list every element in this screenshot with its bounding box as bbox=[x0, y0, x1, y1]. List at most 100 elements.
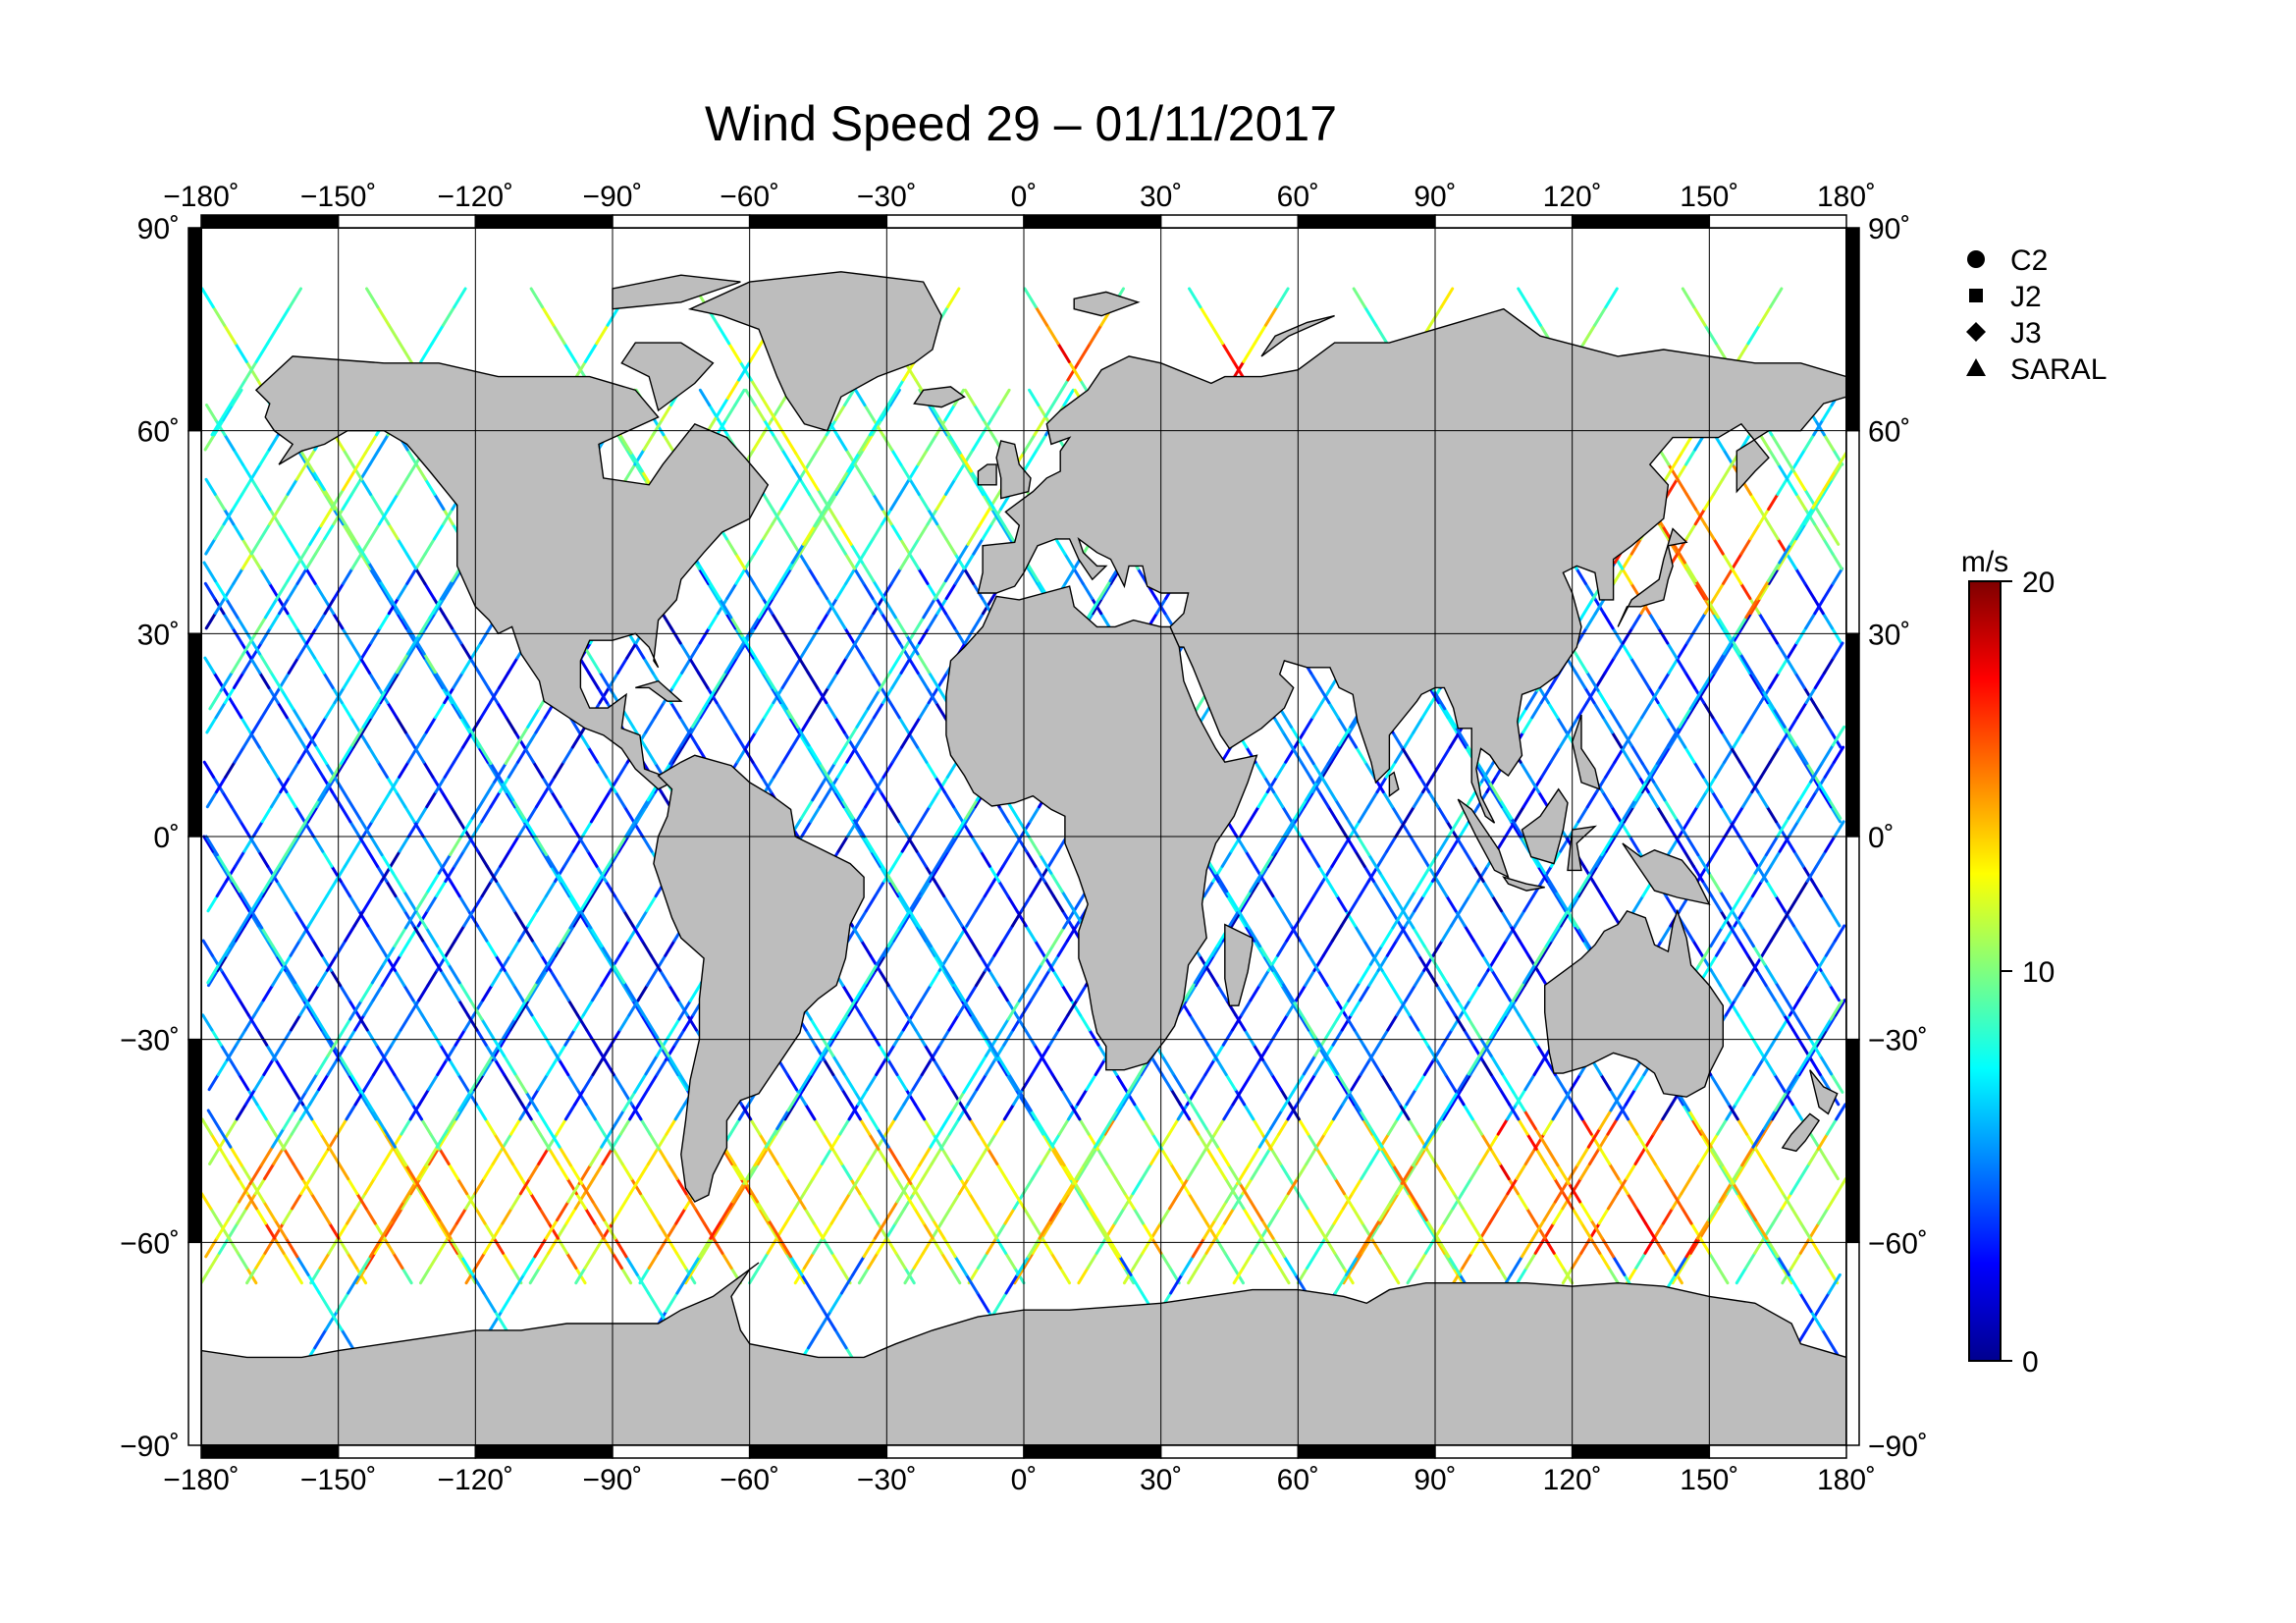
track-segment bbox=[947, 433, 962, 455]
land-japan bbox=[1617, 527, 1688, 627]
track-segment bbox=[756, 1147, 769, 1165]
track-segment bbox=[567, 820, 581, 839]
track-segment bbox=[1211, 864, 1224, 883]
track-segment bbox=[558, 1145, 572, 1167]
track-segment bbox=[1114, 1072, 1128, 1092]
track-segment bbox=[289, 939, 301, 957]
track-segment bbox=[1820, 1327, 1836, 1350]
track-segment bbox=[1391, 730, 1404, 749]
land-great-britain bbox=[995, 440, 1032, 500]
track-segment bbox=[804, 1103, 817, 1121]
track-segment bbox=[1259, 853, 1275, 875]
track-segment bbox=[202, 760, 215, 779]
track-segment bbox=[965, 909, 978, 928]
track-segment bbox=[1724, 924, 1736, 943]
track-segment bbox=[898, 537, 912, 556]
track-segment bbox=[1761, 1043, 1774, 1061]
track-segment bbox=[1025, 849, 1038, 868]
track-segment bbox=[573, 1088, 586, 1107]
track-segment bbox=[1821, 716, 1834, 734]
track-segment bbox=[1345, 835, 1358, 853]
track-segment bbox=[1662, 1177, 1676, 1196]
track-segment bbox=[965, 984, 979, 1002]
track-segment bbox=[772, 414, 786, 437]
track-segment bbox=[1674, 1255, 1688, 1276]
land-madagascar bbox=[1224, 923, 1254, 1006]
track-segment bbox=[678, 716, 691, 734]
track-segment bbox=[988, 864, 1001, 883]
track-segment bbox=[1412, 926, 1426, 948]
track-segment bbox=[957, 1177, 970, 1196]
track-segment bbox=[529, 287, 544, 309]
track-segment bbox=[1002, 1103, 1016, 1121]
track-segment bbox=[762, 492, 774, 512]
lon-tick-label: 150˚ bbox=[1680, 1464, 1738, 1496]
track-segment bbox=[907, 462, 920, 481]
track-segment bbox=[269, 671, 284, 692]
track-segment bbox=[834, 537, 847, 556]
track-segment bbox=[442, 581, 454, 601]
track-segment bbox=[918, 626, 931, 645]
track-segment bbox=[1022, 1251, 1035, 1271]
track-segment bbox=[1630, 716, 1644, 734]
track-segment bbox=[353, 1013, 366, 1032]
track-segment bbox=[1085, 1147, 1098, 1165]
track-segment bbox=[1525, 1207, 1538, 1225]
track-segment bbox=[612, 1147, 624, 1165]
track-segment bbox=[1243, 1028, 1255, 1047]
track-segment bbox=[509, 1192, 522, 1211]
track-segment bbox=[1307, 1132, 1319, 1151]
track-segment bbox=[288, 760, 300, 779]
track-segment bbox=[1067, 1177, 1080, 1196]
track-segment bbox=[785, 1072, 798, 1092]
track-segment bbox=[1832, 641, 1844, 660]
track-segment bbox=[1277, 1117, 1290, 1136]
track-segment bbox=[693, 1207, 706, 1225]
track-segment bbox=[1339, 730, 1352, 749]
frame-bar-top bbox=[1023, 214, 1162, 229]
track-segment bbox=[1814, 506, 1829, 528]
track-segment bbox=[958, 451, 973, 473]
track-segment bbox=[1835, 1177, 1846, 1196]
track-segment bbox=[513, 1072, 528, 1094]
track-segment bbox=[434, 775, 447, 794]
track-segment bbox=[923, 1117, 935, 1136]
track-segment bbox=[833, 790, 846, 809]
track-segment bbox=[577, 835, 590, 853]
track-segment bbox=[1050, 1072, 1063, 1092]
track-segment bbox=[413, 641, 426, 660]
land-iceland bbox=[913, 386, 966, 408]
track-segment bbox=[538, 1132, 552, 1151]
track-segment bbox=[436, 945, 451, 966]
track-segment bbox=[365, 287, 380, 309]
track-segment bbox=[287, 656, 300, 675]
track-segment bbox=[1721, 552, 1734, 570]
track-segment bbox=[567, 894, 580, 913]
track-segment bbox=[275, 579, 290, 601]
track-segment bbox=[491, 1036, 506, 1057]
track-segment bbox=[1374, 323, 1389, 346]
track-segment bbox=[1311, 775, 1324, 794]
track-segment bbox=[1099, 612, 1112, 630]
track-segment bbox=[210, 1028, 223, 1047]
track-segment bbox=[1046, 849, 1060, 868]
track-segment bbox=[661, 612, 673, 630]
track-segment bbox=[1041, 1236, 1053, 1255]
track-segment bbox=[524, 1090, 539, 1112]
track-segment bbox=[471, 894, 484, 913]
track-segment bbox=[1326, 805, 1339, 824]
track-segment bbox=[904, 1192, 917, 1211]
track-segment bbox=[435, 879, 448, 898]
track-segment bbox=[639, 1117, 652, 1136]
track-segment bbox=[1783, 725, 1798, 747]
track-segment bbox=[825, 701, 837, 720]
track-segment bbox=[1536, 790, 1550, 809]
track-segment bbox=[357, 816, 373, 839]
track-segment bbox=[1807, 1221, 1821, 1240]
track-segment bbox=[1468, 984, 1481, 1002]
track-segment bbox=[204, 835, 219, 857]
track-segment bbox=[1075, 984, 1088, 1002]
track-segment bbox=[1793, 671, 1806, 689]
track-segment bbox=[431, 775, 444, 794]
track-segment bbox=[328, 1147, 341, 1165]
